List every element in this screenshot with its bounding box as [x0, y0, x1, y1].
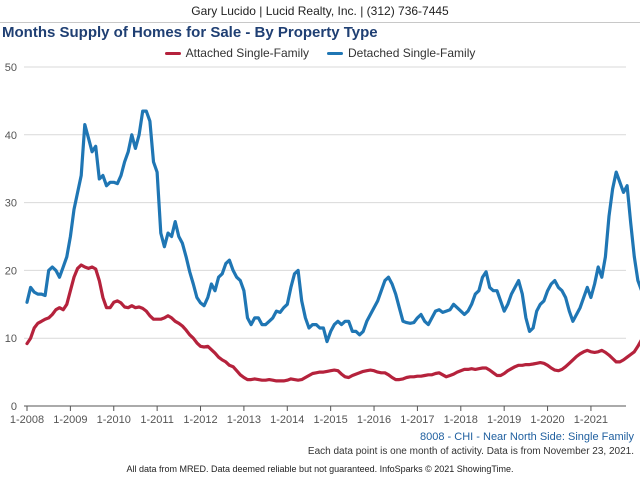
legend-item-attached[interactable]: Attached Single-Family — [164, 46, 309, 60]
chart-title: Months Supply of Homes for Sale - By Pro… — [2, 24, 378, 41]
x-tick-label: 1-2021 — [574, 414, 608, 426]
x-tick-label: 1-2015 — [314, 414, 348, 426]
y-tick-label: 30 — [5, 198, 17, 210]
x-tick-label: 1-2009 — [53, 414, 87, 426]
legend-swatch-attached — [164, 51, 181, 55]
x-tick-label: 1-2019 — [487, 414, 521, 426]
agent-header-text: Gary Lucido | Lucid Realty, Inc. | (312)… — [191, 4, 449, 18]
y-tick-label: 0 — [11, 401, 17, 413]
x-tick-label: 1-2011 — [140, 414, 173, 426]
footer-disclaimer: All data from MRED. Data deemed reliable… — [126, 464, 514, 474]
x-tick-label: 1-2018 — [444, 414, 478, 426]
x-tick-label: 1-2012 — [183, 414, 217, 426]
y-tick-label: 40 — [5, 130, 17, 142]
series-line-attached — [25, 263, 640, 383]
x-tick-label: 1-2008 — [10, 414, 44, 426]
x-tick-label: 1-2014 — [270, 414, 304, 426]
x-tick-label: 1-2020 — [530, 414, 564, 426]
x-tick-label: 1-2016 — [357, 414, 391, 426]
chart-legend: Attached Single-Family Detached Single-F… — [0, 46, 640, 60]
x-tick-label: 1-2017 — [400, 414, 434, 426]
legend-item-detached[interactable]: Detached Single-Family — [327, 46, 475, 60]
y-tick-label: 50 — [5, 62, 17, 74]
legend-label-attached: Attached Single-Family — [185, 46, 309, 60]
legend-swatch-detached — [327, 51, 343, 55]
line-chart: 0 10 20 30 40 50 1-2008 1-2009 1-2010 1-2011 1-201… — [5, 62, 640, 426]
x-tick-label: 1-2010 — [97, 414, 131, 426]
y-tick-label: 20 — [5, 265, 17, 277]
legend-label-detached: Detached Single-Family — [348, 46, 476, 60]
area-label: 8008 - CHI - Near North Side: Single Fam… — [420, 431, 634, 443]
y-tick-label: 10 — [5, 333, 17, 345]
agent-header: Gary Lucido | Lucid Realty, Inc. | (312)… — [0, 0, 640, 23]
x-tick-label: 1-2013 — [227, 414, 261, 426]
series-line-detached — [25, 109, 640, 344]
data-note: Each data point is one month of activity… — [307, 446, 634, 457]
